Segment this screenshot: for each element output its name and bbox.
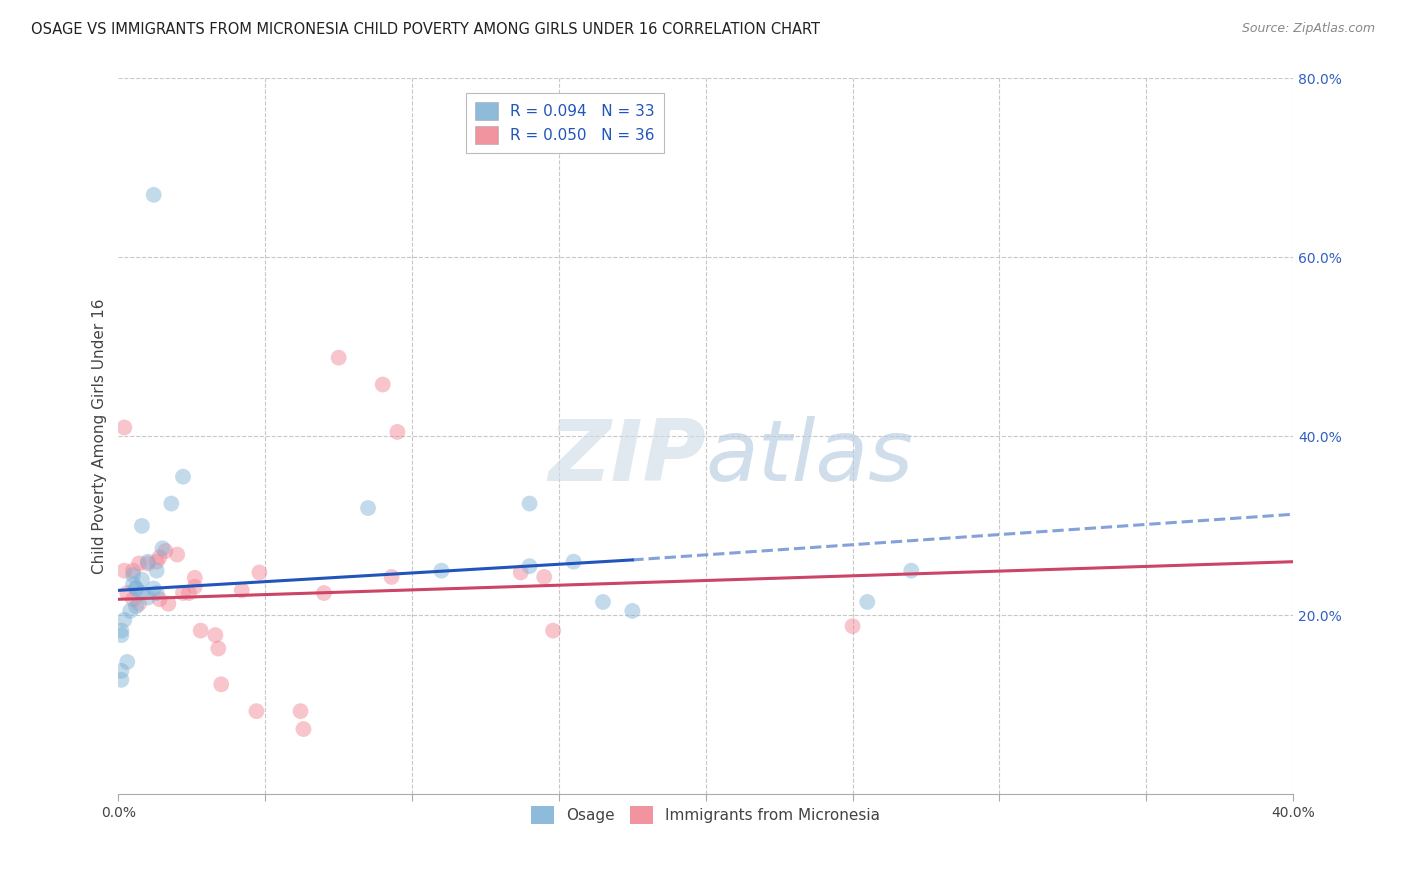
Point — [128, 597, 150, 611]
Point — [562, 555, 585, 569]
Text: OSAGE VS IMMIGRANTS FROM MICRONESIA CHILD POVERTY AMONG GIRLS UNDER 16 CORRELATI: OSAGE VS IMMIGRANTS FROM MICRONESIA CHIL… — [31, 22, 820, 37]
Point — [371, 377, 394, 392]
Point — [131, 519, 153, 533]
Point — [592, 595, 614, 609]
Y-axis label: Child Poverty Among Girls Under 16: Child Poverty Among Girls Under 16 — [93, 299, 107, 574]
Point — [166, 548, 188, 562]
Point — [621, 604, 644, 618]
Point — [122, 592, 145, 607]
Point — [292, 722, 315, 736]
Point — [519, 497, 541, 511]
Point — [207, 641, 229, 656]
Point — [231, 583, 253, 598]
Point — [247, 566, 270, 580]
Point — [541, 624, 564, 638]
Point — [110, 628, 132, 642]
Point — [128, 557, 150, 571]
Point — [160, 497, 183, 511]
Point — [136, 557, 159, 571]
Point — [245, 704, 267, 718]
Point — [357, 501, 380, 516]
Point — [125, 582, 148, 596]
Point — [112, 613, 135, 627]
Point — [430, 564, 453, 578]
Point — [110, 624, 132, 638]
Point — [110, 673, 132, 687]
Point — [131, 586, 153, 600]
Point — [145, 564, 167, 578]
Point — [145, 555, 167, 569]
Point — [841, 619, 863, 633]
Point — [172, 586, 194, 600]
Point — [184, 571, 207, 585]
Text: ZIP: ZIP — [548, 417, 706, 500]
Point — [387, 425, 409, 439]
Text: Source: ZipAtlas.com: Source: ZipAtlas.com — [1241, 22, 1375, 36]
Point — [209, 677, 232, 691]
Point — [172, 469, 194, 483]
Point — [122, 564, 145, 578]
Point — [131, 573, 153, 587]
Text: atlas: atlas — [706, 417, 914, 500]
Point — [120, 604, 142, 618]
Point — [136, 591, 159, 605]
Point — [122, 577, 145, 591]
Point — [290, 704, 312, 718]
Point — [190, 624, 212, 638]
Point — [142, 187, 165, 202]
Point — [125, 599, 148, 614]
Point — [145, 586, 167, 600]
Point — [110, 664, 132, 678]
Point — [122, 568, 145, 582]
Legend: Osage, Immigrants from Micronesia: Osage, Immigrants from Micronesia — [524, 800, 886, 830]
Point — [328, 351, 350, 365]
Point — [509, 566, 531, 580]
Point — [112, 564, 135, 578]
Point — [312, 586, 335, 600]
Point — [856, 595, 879, 609]
Point — [136, 555, 159, 569]
Point — [117, 586, 139, 600]
Point — [184, 580, 207, 594]
Point — [157, 597, 180, 611]
Point — [155, 544, 177, 558]
Point — [177, 586, 200, 600]
Point — [112, 420, 135, 434]
Point — [204, 628, 226, 642]
Point — [380, 570, 402, 584]
Point — [519, 559, 541, 574]
Point — [142, 582, 165, 596]
Point — [533, 570, 555, 584]
Point — [117, 655, 139, 669]
Point — [148, 592, 170, 607]
Point — [900, 564, 922, 578]
Point — [125, 582, 148, 596]
Point — [148, 550, 170, 565]
Point — [152, 541, 174, 556]
